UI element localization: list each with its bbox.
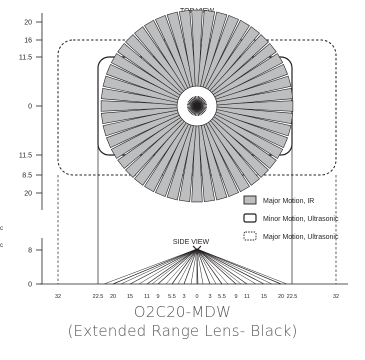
side-x-tick-label: 5.5 <box>218 294 226 300</box>
ir-coverage-ray <box>102 109 179 137</box>
side-view-ray <box>112 248 198 285</box>
side-view-ray <box>120 248 198 285</box>
legend: Major Motion, IR Minor Motion, Ultrasoni… <box>243 195 339 241</box>
side-x-tick-label: 32 <box>333 294 339 300</box>
side-view-ray <box>177 248 198 285</box>
side-x-tick-label: 3 <box>208 294 211 300</box>
legend-swatch-major-ultrasonic <box>243 231 257 241</box>
sensor-location <box>194 103 200 109</box>
axis-tick-label: 16 <box>24 38 32 45</box>
ir-coverage-ray <box>200 124 228 201</box>
side-view-ray <box>165 248 198 285</box>
model-name: O2C20-MDW <box>133 303 232 321</box>
lens-description: (Extended Range Lens- Black) <box>67 322 298 340</box>
side-view-x-ticks: 32 22.5 20 15 11 9 5.5 3 0 3 5.5 9 11 15 20 22.5 32 <box>55 294 339 300</box>
legend-swatch-minor-ultrasonic <box>243 213 257 223</box>
top-view-axis-ticks: 20 16 11.5 0 11.5 8.5 20 <box>19 20 42 198</box>
ir-coverage-ray <box>215 75 292 103</box>
side-view-ray <box>196 248 288 285</box>
side-view-ray <box>196 248 217 285</box>
ir-coverage-ray <box>166 11 194 88</box>
side-view-ray <box>171 248 198 285</box>
ir-coverage-ray <box>100 87 178 106</box>
axis-tick-label: 0 <box>28 282 32 289</box>
side-x-tick-label: 22.5 <box>93 294 104 300</box>
axis-tick-label: 20 <box>24 191 32 198</box>
side-x-tick-label: 15 <box>261 294 267 300</box>
side-view-ray <box>190 248 198 285</box>
side-x-tick-label: 15 <box>127 294 133 300</box>
edge-fragment: c <box>0 226 3 232</box>
side-view-axis-ticks: 80 <box>28 248 42 289</box>
ir-coverage-ray <box>178 125 197 203</box>
side-view-ray <box>183 248 198 285</box>
legend-label-major-ultrasonic: Major Motion, Ultrasonic <box>263 234 339 241</box>
side-view-ray <box>196 248 229 285</box>
side-view-sensor-mark <box>192 245 202 251</box>
axis-tick-label: 11.5 <box>19 55 32 62</box>
side-x-tick-label: 11 <box>244 294 250 300</box>
side-x-tick-label: 0 <box>195 294 198 300</box>
side-x-tick-label: 22.5 <box>287 294 298 300</box>
axis-tick-label: 0 <box>28 104 32 111</box>
side-x-tick-label: 11 <box>144 294 150 300</box>
side-view-ray <box>196 248 265 285</box>
axis-tick-label: 11.5 <box>19 153 32 160</box>
axis-tick-label: 8.5 <box>22 173 32 180</box>
side-view-ray <box>196 248 257 285</box>
side-x-tick-label: 32 <box>55 294 61 300</box>
side-x-tick-label: 3 <box>182 294 185 300</box>
ir-coverage-ray <box>216 87 294 106</box>
ir-coverage-ray <box>216 106 294 125</box>
side-view-title: SIDE VIEW <box>173 239 210 246</box>
side-view-ray <box>196 248 204 285</box>
axis-tick-label: 20 <box>24 20 32 27</box>
side-x-tick-label: 20 <box>110 294 116 300</box>
side-view-ray <box>196 248 211 285</box>
side-view-ray <box>196 248 242 285</box>
legend-swatch-ir <box>243 195 257 205</box>
side-view-ray <box>146 248 198 285</box>
side-x-tick-label: 5.5 <box>168 294 176 300</box>
side-view-ray <box>103 248 198 285</box>
side-view-ray <box>151 248 198 285</box>
side-view-ray <box>196 248 199 285</box>
edge-fragment: c <box>0 243 3 249</box>
side-view-ray <box>138 248 198 285</box>
side-x-tick-label: 9 <box>156 294 159 300</box>
side-view-detection-rays <box>103 245 288 285</box>
side-view-ray <box>129 248 198 285</box>
legend-label-ir: Major Motion, IR <box>263 198 314 205</box>
ir-coverage-ray <box>197 9 216 87</box>
side-view-ray <box>196 248 237 285</box>
side-view-ray <box>196 248 223 285</box>
side-view-ray <box>157 248 198 285</box>
legend-label-minor-ultrasonic: Minor Motion, Ultrasonic <box>263 216 339 223</box>
side-view-ray <box>196 248 282 285</box>
side-x-tick-label: 9 <box>234 294 237 300</box>
side-x-tick-label: 20 <box>278 294 284 300</box>
side-view-ray <box>196 248 248 285</box>
ir-coverage-pattern <box>100 9 294 203</box>
side-view-ray <box>196 248 273 285</box>
axis-tick-label: 8 <box>28 248 32 255</box>
